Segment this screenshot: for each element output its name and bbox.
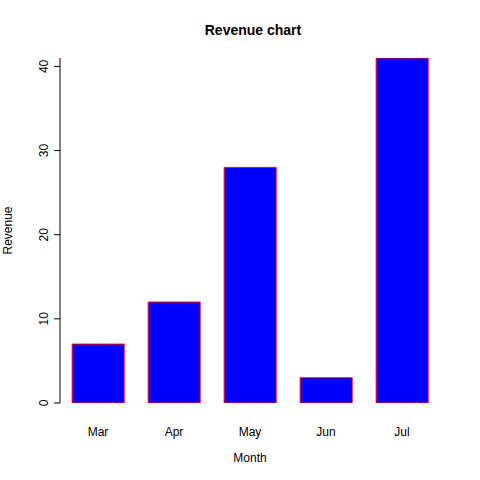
svg-text:0: 0 [37,399,51,406]
svg-text:10: 10 [37,312,51,326]
svg-text:40: 40 [37,59,51,73]
svg-text:Jun: Jun [316,425,335,439]
svg-text:Jul: Jul [394,425,409,439]
svg-text:Apr: Apr [165,425,184,439]
svg-text:Revenue: Revenue [8,206,15,254]
svg-text:Mar: Mar [88,425,109,439]
svg-text:May: May [239,425,262,439]
svg-text:Month: Month [233,451,266,465]
svg-text:20: 20 [37,228,51,242]
svg-text:30: 30 [37,144,51,158]
html-text:Revenue chart: Revenue chart [204,22,302,38]
